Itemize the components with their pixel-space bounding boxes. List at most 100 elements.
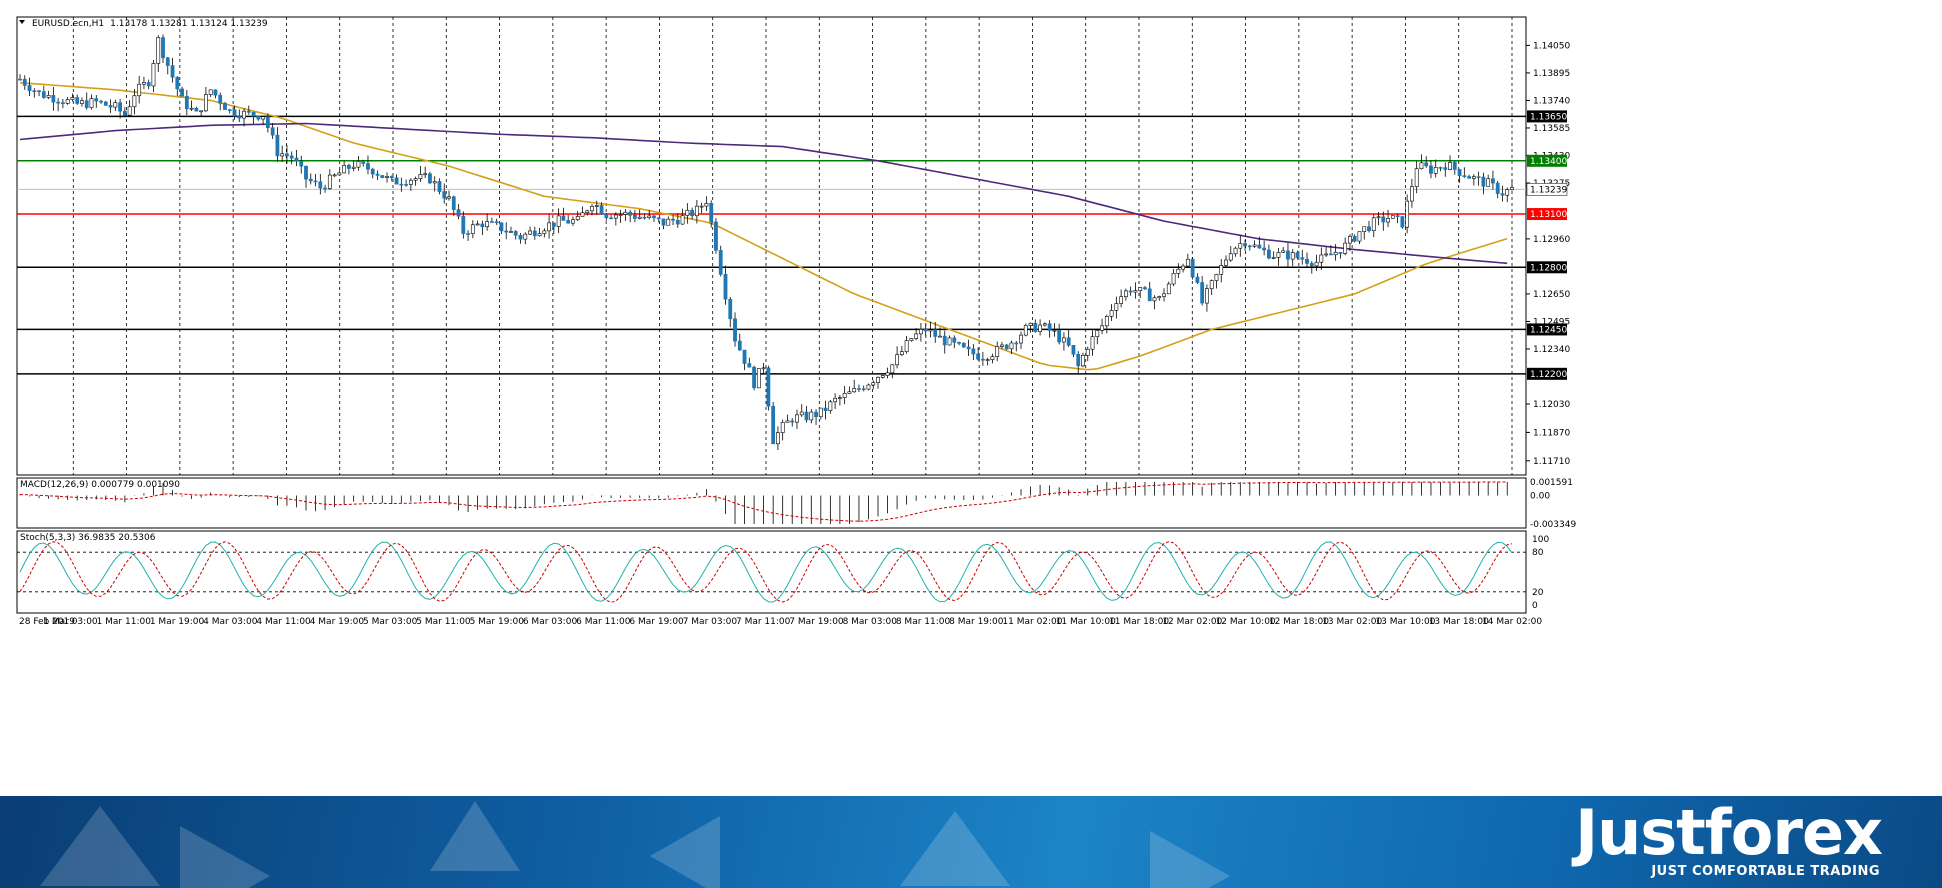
- candle-body: [218, 94, 223, 104]
- candle-body: [175, 76, 180, 90]
- candle-body: [914, 333, 919, 339]
- macd-tick-label: 0.001591: [1530, 478, 1573, 488]
- candle-body: [852, 388, 857, 393]
- candle-body: [265, 116, 270, 129]
- current-price-tag-label: 1.13239: [1530, 185, 1567, 195]
- candle-body: [1486, 178, 1491, 187]
- candle-body: [652, 215, 656, 219]
- level-tag-bg: [1527, 110, 1567, 123]
- time-tick-label: 13 Mar 10:00: [1375, 617, 1435, 627]
- candle-body: [1448, 162, 1452, 170]
- candle-body: [313, 180, 318, 183]
- candle-body: [1476, 176, 1481, 178]
- candle-body: [1176, 268, 1181, 274]
- candle-body: [618, 214, 623, 216]
- symbol-label: EURUSD.ecn,H1 1.13178 1.13281 1.13124 1.1…: [32, 19, 268, 29]
- candle-body: [604, 213, 609, 219]
- candle-body: [332, 174, 337, 177]
- time-tick-label: 6 Mar 11:00: [576, 617, 631, 627]
- candle-body: [585, 210, 590, 214]
- price-tick-label: 1.12650: [1533, 290, 1570, 300]
- candle-body: [1500, 193, 1505, 196]
- candle-body: [32, 90, 37, 93]
- price-axis: 1.140501.138951.137401.135851.134301.132…: [1526, 41, 1570, 467]
- collapse-triangle-icon[interactable]: [19, 20, 25, 24]
- candle-body: [1214, 274, 1219, 281]
- candle-body: [1143, 287, 1147, 290]
- candle-body: [890, 364, 895, 374]
- candle-body: [861, 388, 866, 391]
- candle-body: [847, 391, 852, 394]
- candle-body: [1409, 186, 1414, 202]
- candle-body: [1390, 215, 1395, 219]
- candle-body: [366, 163, 370, 170]
- candle-body: [156, 37, 161, 64]
- candle-body: [137, 83, 142, 97]
- time-tick-label: 12 Mar 02:00: [1162, 617, 1222, 627]
- candle-body: [1252, 244, 1257, 247]
- candle-body: [537, 233, 542, 237]
- candle-body: [837, 397, 842, 399]
- candle-body: [528, 230, 532, 235]
- candle-body: [65, 99, 70, 104]
- candle-body: [628, 211, 633, 216]
- candle-body: [690, 209, 695, 217]
- candle-body: [380, 175, 385, 178]
- candle-body: [275, 134, 280, 157]
- time-tick-label: 11 Mar 02:00: [1002, 617, 1062, 627]
- candle-body: [1023, 325, 1028, 336]
- candle-body: [351, 166, 356, 169]
- candle-body: [1233, 247, 1238, 255]
- stoch-title: Stoch(5,3,3) 36.9835 20.5306: [20, 533, 156, 543]
- candle-body: [680, 215, 685, 225]
- candle-body: [1429, 165, 1433, 174]
- time-tick-label: 4 Mar 11:00: [256, 617, 311, 627]
- brand-logo-text: Justforex: [1575, 796, 1883, 869]
- candle-body: [1276, 252, 1281, 258]
- candle-body: [566, 220, 571, 224]
- candle-body: [165, 57, 170, 66]
- time-tick-label: 12 Mar 18:00: [1269, 617, 1329, 627]
- candle-body: [1095, 330, 1100, 337]
- candle-body: [1100, 325, 1104, 331]
- candle-body: [961, 343, 966, 348]
- candle-body: [84, 100, 89, 108]
- candle-body: [613, 214, 618, 219]
- candle-body: [1195, 276, 1200, 283]
- time-tick-label: 5 Mar 11:00: [416, 617, 471, 627]
- candle-body: [208, 89, 213, 95]
- candle-body: [1295, 252, 1300, 258]
- candle-body: [1367, 226, 1371, 232]
- candle-body: [899, 351, 904, 355]
- candle-body: [389, 176, 394, 179]
- candle-body: [1338, 252, 1343, 254]
- candle-body: [170, 65, 175, 78]
- candle-body: [337, 172, 342, 176]
- candle-body: [1419, 162, 1424, 169]
- candle-body: [923, 329, 928, 332]
- candle-body: [1471, 176, 1476, 179]
- candle-body: [985, 359, 990, 361]
- price-tick-label: 1.12495: [1533, 317, 1570, 327]
- candle-body: [1271, 257, 1276, 259]
- candle-body: [1452, 162, 1457, 170]
- candle-body: [80, 100, 84, 104]
- candle-body: [1343, 242, 1348, 254]
- current-price-tag-bg: [1526, 183, 1568, 196]
- time-tick-label: 11 Mar 10:00: [1056, 617, 1116, 627]
- candle-body: [780, 421, 785, 433]
- candle-body: [1166, 283, 1171, 295]
- candle-body: [494, 221, 499, 224]
- candle-body: [184, 95, 189, 110]
- candle-body: [1414, 168, 1419, 187]
- time-tick-label: 28 Feb 2019: [19, 617, 75, 627]
- candle-body: [1281, 250, 1286, 253]
- candle-body: [499, 222, 504, 232]
- candle-body: [895, 354, 899, 366]
- time-tick-label: 1 Mar 11:00: [97, 617, 152, 627]
- candle-body: [1104, 315, 1109, 327]
- candle-body: [1047, 323, 1052, 331]
- candle-body: [1171, 273, 1176, 285]
- candle-body: [223, 103, 227, 110]
